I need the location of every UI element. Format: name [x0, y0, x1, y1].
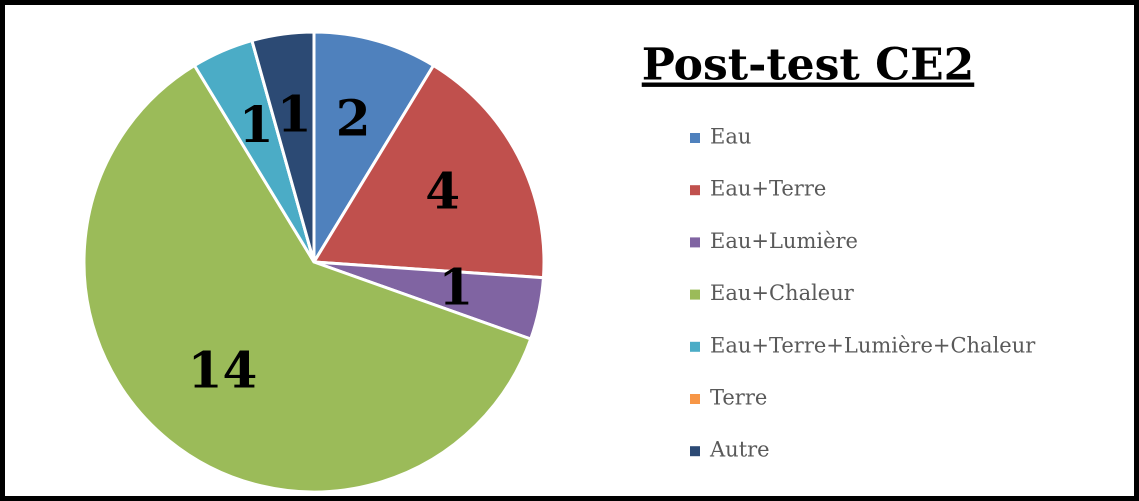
legend-swatch	[690, 394, 700, 404]
data-label: 1	[438, 257, 473, 316]
data-label: 1	[277, 84, 312, 143]
legend-swatch	[690, 237, 700, 248]
chart-title: Post-test CE2	[642, 40, 975, 91]
legend-swatch	[690, 446, 700, 457]
pie-slice	[82, 63, 533, 494]
data-label: 4	[425, 161, 460, 220]
legend-label: Terre	[710, 386, 767, 410]
data-label: 1	[239, 95, 274, 154]
legend-swatch	[690, 289, 700, 300]
legend-swatch	[690, 341, 700, 352]
pie-slice	[311, 63, 546, 280]
legend-label: Eau+Terre	[710, 177, 826, 201]
pie-slice	[312, 30, 436, 268]
data-label: 2	[336, 88, 371, 147]
legend-label: Eau+Terre+Lumière+Chaleur	[710, 333, 1036, 357]
legend-swatch	[690, 185, 700, 196]
legend-label: Autre	[709, 438, 770, 462]
legend-label: Eau+Lumière	[710, 229, 858, 253]
legend-label: Eau	[710, 125, 751, 149]
legend-label: Eau+Chaleur	[710, 281, 855, 305]
pie-slice	[250, 30, 316, 263]
legend-swatch	[690, 133, 700, 143]
data-label: 14	[188, 340, 258, 399]
